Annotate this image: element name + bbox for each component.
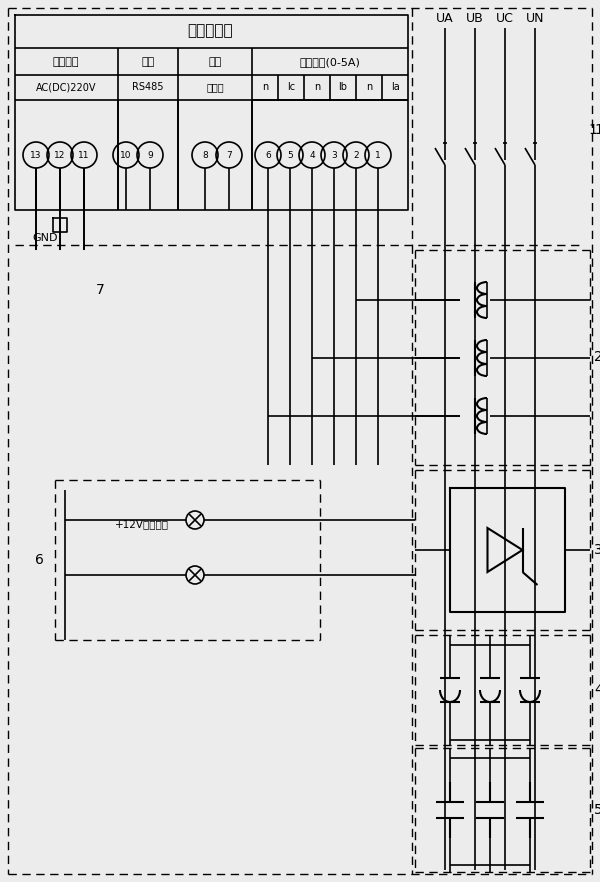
Text: 1: 1 [588,123,597,137]
Text: 13: 13 [30,151,42,160]
Text: lb: lb [338,82,347,92]
Text: UN: UN [526,11,544,25]
Text: GND: GND [32,233,58,243]
Text: n: n [314,82,320,92]
Text: 通信: 通信 [142,57,155,67]
Text: 6: 6 [35,553,44,567]
Text: lc: lc [287,82,295,92]
Text: 3: 3 [594,543,600,557]
Text: 6: 6 [265,151,271,160]
Text: UC: UC [496,11,514,25]
Text: UB: UB [466,11,484,25]
Text: 7: 7 [95,283,104,297]
Text: 谐波保护器: 谐波保护器 [187,24,233,39]
Text: 5: 5 [287,151,293,160]
Text: 3: 3 [331,151,337,160]
Text: 2: 2 [594,350,600,364]
Text: 1: 1 [375,151,381,160]
Text: 4: 4 [309,151,315,160]
Text: AC(DC)220V: AC(DC)220V [36,82,96,92]
Text: 继电器: 继电器 [206,82,224,92]
Text: 10: 10 [120,151,132,160]
Text: +12V投切信号: +12V投切信号 [115,519,169,529]
Text: 5: 5 [594,803,600,817]
Text: 9: 9 [147,151,153,160]
Text: la: la [391,82,400,92]
Text: 8: 8 [202,151,208,160]
Text: n: n [262,82,268,92]
Text: 11: 11 [78,151,90,160]
Text: 2: 2 [353,151,359,160]
Text: 7: 7 [226,151,232,160]
Text: n: n [366,82,372,92]
Text: 工作电源: 工作电源 [53,57,79,67]
Text: 电流信号(0-5A): 电流信号(0-5A) [299,57,361,67]
Text: 4: 4 [594,683,600,697]
Text: UA: UA [436,11,454,25]
Text: 1: 1 [594,123,600,137]
Text: 12: 12 [55,151,65,160]
Text: 保护: 保护 [208,57,221,67]
Text: RS485: RS485 [132,82,164,92]
